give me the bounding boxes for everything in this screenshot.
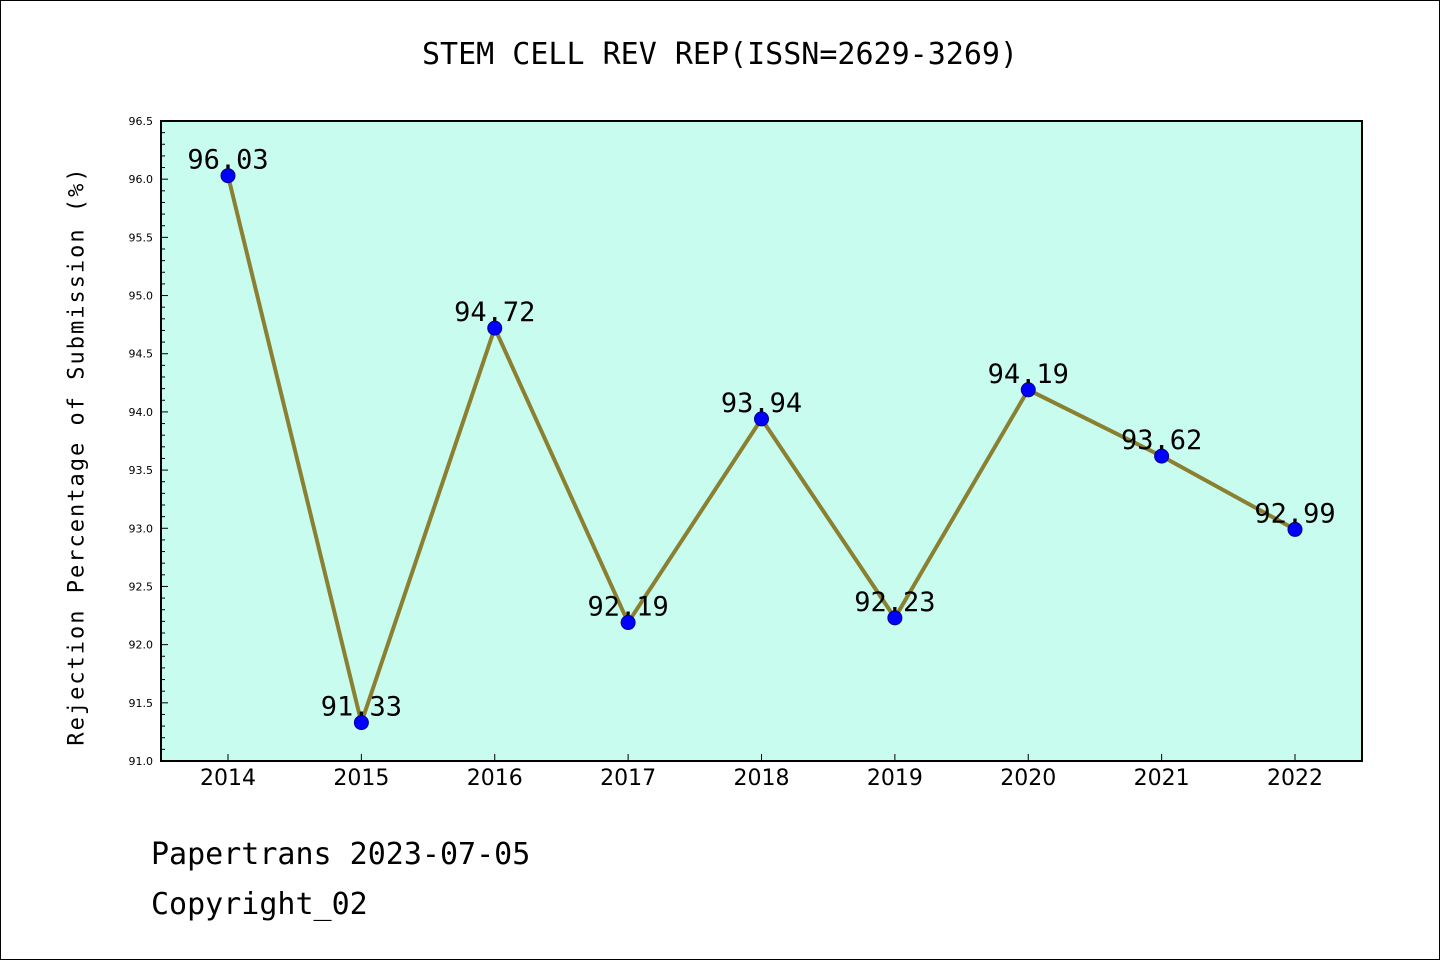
data-point-2021 <box>1154 448 1170 464</box>
y-tick-label: 91.0 <box>129 755 154 768</box>
data-label-2015: 91.33 <box>321 692 402 723</box>
y-axis-ticks: 91.0 91.5 92.0 92.5 93.0 93.5 94.0 94.5 95.0 95.5… <box>129 115 168 768</box>
y-tick-label: 93.5 <box>129 464 154 477</box>
x-tick-label: 2020 <box>1000 766 1056 791</box>
y-tick-label: 92.0 <box>129 639 154 652</box>
x-tick-label: 2014 <box>200 766 256 791</box>
x-tick-label: 2016 <box>467 766 523 791</box>
data-label-2021: 93.62 <box>1121 425 1202 456</box>
source-note: Papertrans 2023-07-05 <box>151 837 531 872</box>
x-tick-label: 2017 <box>600 766 656 791</box>
data-points <box>220 168 1303 731</box>
data-label-2017: 92.19 <box>587 592 668 623</box>
y-tick-label: 95.0 <box>129 290 154 303</box>
plot-area <box>160 120 1363 762</box>
y-tick-label: 94.5 <box>129 348 154 361</box>
data-point-2019 <box>887 610 903 626</box>
x-tick-label: 2018 <box>734 766 790 791</box>
x-tick-label: 2021 <box>1134 766 1190 791</box>
data-label-2014: 96.03 <box>187 145 268 176</box>
data-label-2016: 94.72 <box>454 297 535 328</box>
y-tick-label: 96.5 <box>129 115 154 128</box>
data-label-2022: 92.99 <box>1254 498 1335 529</box>
x-tick-label: 2019 <box>867 766 923 791</box>
y-tick-label: 92.5 <box>129 580 154 593</box>
data-label-2020: 94.19 <box>988 359 1069 390</box>
data-label-2019: 92.23 <box>854 587 935 618</box>
copyright-note: Copyright_02 <box>151 887 368 922</box>
data-label-2018: 93.94 <box>721 388 802 419</box>
y-tick-label: 93.0 <box>129 522 154 535</box>
data-point-2018 <box>754 411 769 427</box>
data-point-2020 <box>1020 382 1036 398</box>
y-tick-label: 91.5 <box>129 697 154 710</box>
data-point-2016 <box>487 320 503 336</box>
x-tick-label: 2015 <box>333 766 389 791</box>
data-point-2015 <box>353 715 369 731</box>
y-tick-label: 94.0 <box>129 406 154 419</box>
data-point-2014 <box>220 168 236 184</box>
x-tick-label: 2022 <box>1267 766 1323 791</box>
data-labels: 96.03 91.33 94.72 92.19 93.94 92.23 94.19 93.62… <box>187 145 1335 723</box>
x-axis-ticks: 2014 2015 2016 2017 2018 2019 2020 2021 2022 <box>200 754 1323 791</box>
data-point-2017 <box>620 615 636 631</box>
chart-title: STEM CELL REV REP(ISSN=2629-3269) <box>421 37 1019 72</box>
y-tick-label: 95.5 <box>129 231 154 244</box>
y-tick-label: 96.0 <box>129 173 154 186</box>
data-point-2022 <box>1287 521 1303 537</box>
